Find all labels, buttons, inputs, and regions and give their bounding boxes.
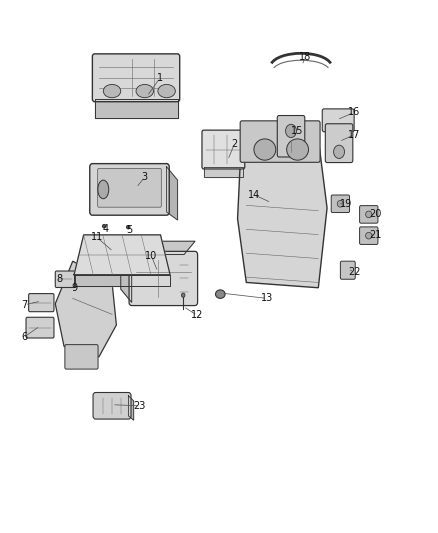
FancyBboxPatch shape	[129, 252, 198, 305]
FancyBboxPatch shape	[90, 164, 169, 215]
Polygon shape	[166, 167, 177, 220]
Polygon shape	[237, 128, 327, 288]
Ellipse shape	[215, 290, 225, 298]
Ellipse shape	[287, 139, 308, 160]
Polygon shape	[204, 167, 243, 177]
Text: 12: 12	[191, 310, 203, 320]
Ellipse shape	[127, 225, 130, 229]
FancyBboxPatch shape	[202, 130, 245, 169]
Text: 8: 8	[57, 274, 63, 284]
FancyBboxPatch shape	[340, 261, 355, 279]
Text: 17: 17	[348, 130, 360, 140]
Text: 15: 15	[290, 126, 303, 136]
Text: 18: 18	[299, 52, 311, 61]
Ellipse shape	[102, 224, 106, 228]
Ellipse shape	[136, 84, 153, 98]
FancyBboxPatch shape	[26, 317, 54, 338]
Ellipse shape	[337, 200, 343, 207]
Text: 6: 6	[21, 332, 28, 342]
Ellipse shape	[103, 84, 121, 98]
Polygon shape	[121, 241, 195, 255]
Text: 4: 4	[102, 224, 109, 235]
Text: 19: 19	[339, 199, 352, 209]
Ellipse shape	[181, 293, 185, 297]
Text: 20: 20	[369, 209, 381, 220]
Ellipse shape	[286, 124, 297, 138]
Ellipse shape	[158, 84, 175, 98]
Polygon shape	[121, 241, 132, 302]
Text: 16: 16	[348, 107, 360, 117]
Text: 10: 10	[145, 251, 157, 261]
Ellipse shape	[254, 139, 276, 160]
Text: 13: 13	[261, 293, 273, 303]
FancyBboxPatch shape	[331, 195, 350, 213]
FancyBboxPatch shape	[325, 124, 353, 163]
FancyBboxPatch shape	[93, 392, 131, 419]
FancyBboxPatch shape	[65, 345, 98, 369]
FancyBboxPatch shape	[360, 227, 378, 245]
Ellipse shape	[366, 232, 372, 239]
FancyBboxPatch shape	[240, 121, 320, 163]
FancyBboxPatch shape	[360, 206, 378, 223]
FancyBboxPatch shape	[98, 168, 161, 207]
FancyBboxPatch shape	[322, 109, 354, 132]
Polygon shape	[74, 274, 170, 286]
Ellipse shape	[334, 145, 345, 158]
Text: 21: 21	[369, 230, 381, 240]
Text: 14: 14	[248, 190, 260, 200]
Text: 3: 3	[142, 172, 148, 182]
Text: 5: 5	[127, 225, 133, 236]
Polygon shape	[74, 235, 170, 274]
Polygon shape	[55, 261, 117, 357]
Text: 9: 9	[71, 284, 77, 293]
Text: 11: 11	[91, 232, 103, 243]
Text: 22: 22	[348, 267, 360, 277]
Polygon shape	[95, 99, 177, 118]
Text: 2: 2	[231, 139, 237, 149]
FancyBboxPatch shape	[55, 271, 75, 287]
Polygon shape	[128, 395, 134, 420]
Text: 7: 7	[21, 300, 28, 310]
Ellipse shape	[98, 180, 109, 199]
Ellipse shape	[366, 211, 372, 218]
FancyBboxPatch shape	[92, 54, 180, 102]
FancyBboxPatch shape	[277, 116, 305, 157]
FancyBboxPatch shape	[28, 294, 54, 312]
Text: 1: 1	[157, 73, 163, 83]
Text: 23: 23	[133, 401, 146, 411]
